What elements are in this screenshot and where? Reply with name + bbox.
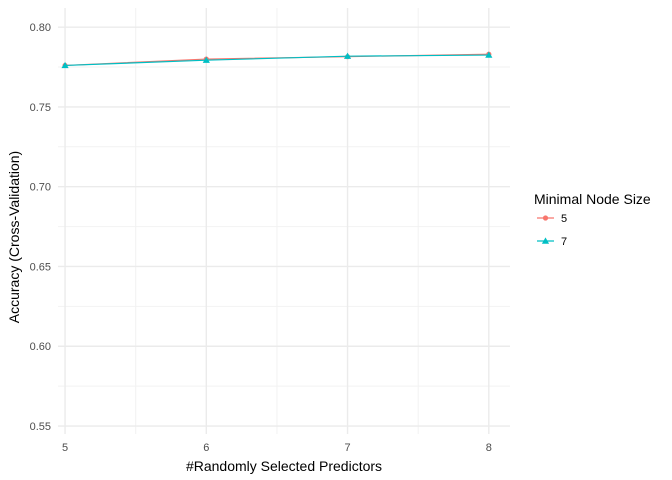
y-tick-label: 0.65 [30, 261, 51, 273]
y-tick-label: 0.70 [30, 182, 51, 194]
y-tick-label: 0.80 [30, 22, 51, 34]
x-tick-label: 8 [486, 442, 492, 454]
x-axis-title: #Randomly Selected Predictors [186, 458, 382, 474]
series-layer [61, 51, 493, 69]
x-tick-labels: 5 6 7 8 [62, 442, 492, 454]
x-tick-label: 5 [62, 442, 68, 454]
y-tick-labels: 0.55 0.60 0.65 0.70 0.75 0.80 [30, 22, 51, 433]
series-7 [61, 51, 493, 69]
legend-key-marker [542, 215, 549, 221]
legend-key-marker [541, 237, 550, 244]
series-point-7 [485, 51, 493, 58]
series-point-7 [343, 52, 352, 59]
legend-items: 57 [537, 213, 567, 248]
x-tick-label: 6 [203, 442, 209, 454]
major-gridlines [58, 8, 510, 434]
y-axis-title: Accuracy (Cross-Validation) [6, 151, 22, 323]
legend-item-5: 5 [537, 213, 567, 225]
x-tick-label: 7 [345, 442, 351, 454]
series-point-7 [61, 61, 69, 69]
legend-item-7: 7 [537, 236, 567, 248]
minor-gridlines [58, 8, 510, 434]
series-point-7 [202, 56, 210, 63]
series-line-7 [65, 54, 489, 67]
legend-label: 7 [561, 236, 567, 248]
y-tick-label: 0.55 [30, 421, 51, 433]
legend: Minimal Node Size 57 [534, 191, 651, 248]
legend-title: Minimal Node Size [534, 191, 651, 207]
y-tick-label: 0.75 [30, 102, 51, 114]
legend-label: 5 [561, 213, 567, 225]
y-tick-label: 0.60 [30, 341, 51, 353]
